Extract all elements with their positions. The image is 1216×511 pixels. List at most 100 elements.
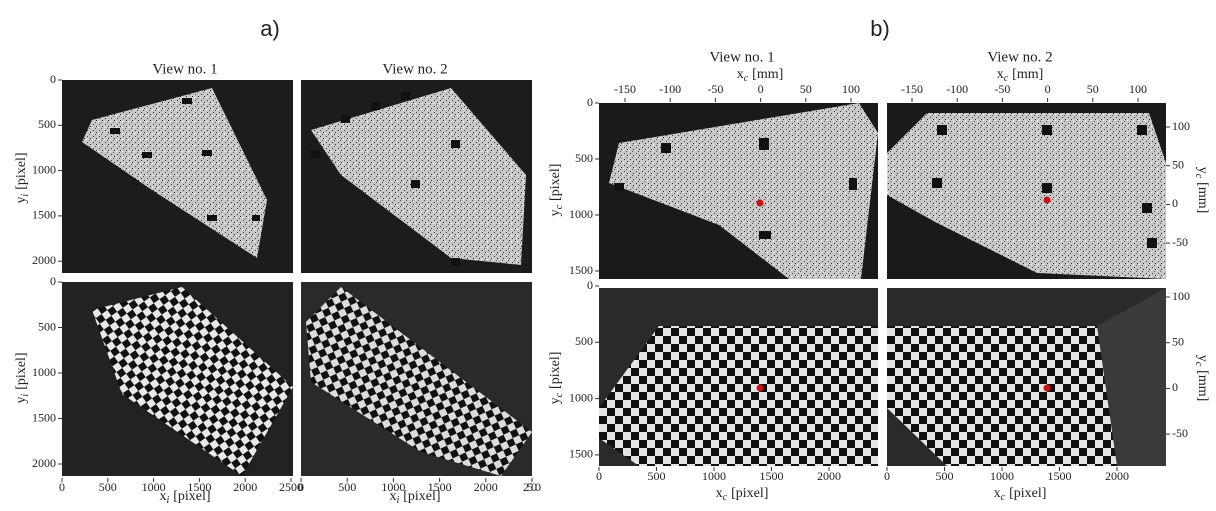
axis-subscript: c: [723, 492, 728, 503]
tick-label: 100: [1172, 289, 1190, 303]
axis-unit: [pixel]: [1009, 486, 1046, 501]
axis-symbol: y: [548, 397, 563, 404]
tick-label: 0: [587, 95, 593, 109]
axis-label: yi[pixel]: [14, 352, 31, 403]
tick-label: -50: [1172, 426, 1188, 440]
axis-subscript: i: [20, 394, 31, 397]
tick-label: 0: [50, 72, 56, 86]
tick-label: 2000: [474, 480, 498, 494]
axis-label: yc[mm]: [1193, 167, 1210, 214]
tick-label: 500: [38, 319, 56, 333]
tick-label: 500: [575, 334, 593, 348]
tick-label: 1500: [32, 208, 56, 222]
axis-subscript: c: [744, 73, 749, 84]
tick-label: -50: [1172, 235, 1188, 249]
axis-label: yc [pixel]: [548, 352, 565, 405]
tick-label: 500: [99, 480, 117, 494]
tick-label: 1000: [569, 390, 593, 404]
axis-subscript: c: [1001, 492, 1006, 503]
image-b-speckle-1: [599, 103, 878, 279]
image-a-speckle-2: [301, 80, 532, 273]
axis-unit: [pixel]: [731, 486, 768, 501]
axis-unit: [mm]: [1195, 182, 1210, 213]
axis-subscript: c: [554, 392, 565, 397]
tick-label: 1500: [569, 263, 593, 277]
tick-label: 50: [800, 82, 812, 96]
axis-label: xc[pixel]: [716, 486, 769, 503]
tick-label: 2000: [32, 456, 56, 470]
tick-label: 50: [1172, 157, 1184, 171]
tick-label: 100: [1172, 119, 1190, 133]
view-title: View no. 1: [152, 61, 217, 77]
tick-label: -100: [946, 82, 968, 96]
tick-label: 1000: [990, 469, 1014, 483]
axis-label: yc [mm]: [1193, 355, 1210, 402]
axis-label: xc[pixel]: [994, 486, 1047, 503]
axis-subscript: c: [1004, 73, 1009, 84]
image-a-speckle-1: [62, 80, 293, 273]
tick-label: 500: [936, 469, 954, 483]
tick-label: 500: [338, 480, 356, 494]
axis-unit: [pixel]: [403, 489, 440, 504]
tick-label: 2000: [32, 253, 56, 267]
axis-subscript: c: [1193, 362, 1204, 367]
axis-symbol: x: [994, 486, 1001, 501]
axis-symbol: y: [548, 209, 563, 216]
view-title: View no. 2: [987, 49, 1052, 65]
axis-symbol: y: [14, 197, 29, 204]
marker: [1044, 385, 1051, 392]
tick-label: -150: [614, 82, 636, 96]
tick-label: 0: [884, 469, 890, 483]
tick-label: 500: [38, 117, 56, 131]
tick-label: 1000: [569, 207, 593, 221]
axis-symbol: x: [737, 67, 744, 82]
axis-symbol: x: [159, 489, 166, 504]
tick-label: 0: [758, 82, 764, 96]
axis-symbol: x: [389, 489, 396, 504]
axis-symbol: x: [716, 486, 723, 501]
axis-unit: [mm]: [1012, 67, 1043, 82]
axis-subscript: c: [1193, 174, 1204, 179]
axis-unit: [pixel]: [548, 352, 563, 389]
panel-label: a): [260, 16, 280, 41]
axis-label: xc[mm]: [997, 67, 1044, 84]
tick-label: 100: [842, 82, 860, 96]
axis-label: xi [pixel]: [159, 489, 210, 506]
tick-label: -100: [659, 82, 681, 96]
axis-label: xc[mm]: [737, 67, 784, 84]
tick-label: 0: [587, 278, 593, 292]
tick-label: 0: [1045, 82, 1051, 96]
image-a-checker-2: [301, 282, 532, 476]
tick-label: 1000: [702, 469, 726, 483]
tick-label: 500: [575, 151, 593, 165]
axis-unit: [pixel]: [14, 352, 29, 389]
view-title: View no. 1: [709, 49, 774, 65]
axis-label: yi [pixel]: [14, 152, 31, 203]
tick-label: 1000: [32, 162, 56, 176]
axis-subscript: i: [396, 495, 399, 506]
tick-label: -50: [707, 82, 723, 96]
tick-label: 50: [1172, 334, 1184, 348]
axis-symbol: y: [1195, 355, 1210, 362]
axis-unit: [mm]: [1195, 370, 1210, 401]
image-a-checker-1: [62, 282, 293, 476]
image-b-checker-2: [887, 288, 1166, 466]
axis-unit: [pixel]: [173, 489, 210, 504]
tick-label: 0: [59, 480, 65, 494]
tick-label: 1500: [569, 447, 593, 461]
axis-label: yc[pixel]: [548, 164, 565, 217]
axis-subscript: i: [20, 194, 31, 197]
axis-subscript: i: [166, 495, 169, 506]
view-title: View no. 2: [382, 61, 447, 77]
tick-label: 1500: [1048, 469, 1072, 483]
tick-label: 1000: [32, 365, 56, 379]
tick-label: 0: [1172, 380, 1178, 394]
tick-label: 500: [648, 469, 666, 483]
tick-label: 0: [298, 480, 304, 494]
figure: a) b) View no. 1 View no. 2 View no. 1 V…: [0, 0, 1216, 511]
panel-label: b): [870, 16, 890, 41]
tick-label: 50: [1087, 82, 1099, 96]
axis-unit: [pixel]: [14, 152, 29, 189]
tick-label: -150: [901, 82, 923, 96]
tick-label: 1500: [32, 410, 56, 424]
